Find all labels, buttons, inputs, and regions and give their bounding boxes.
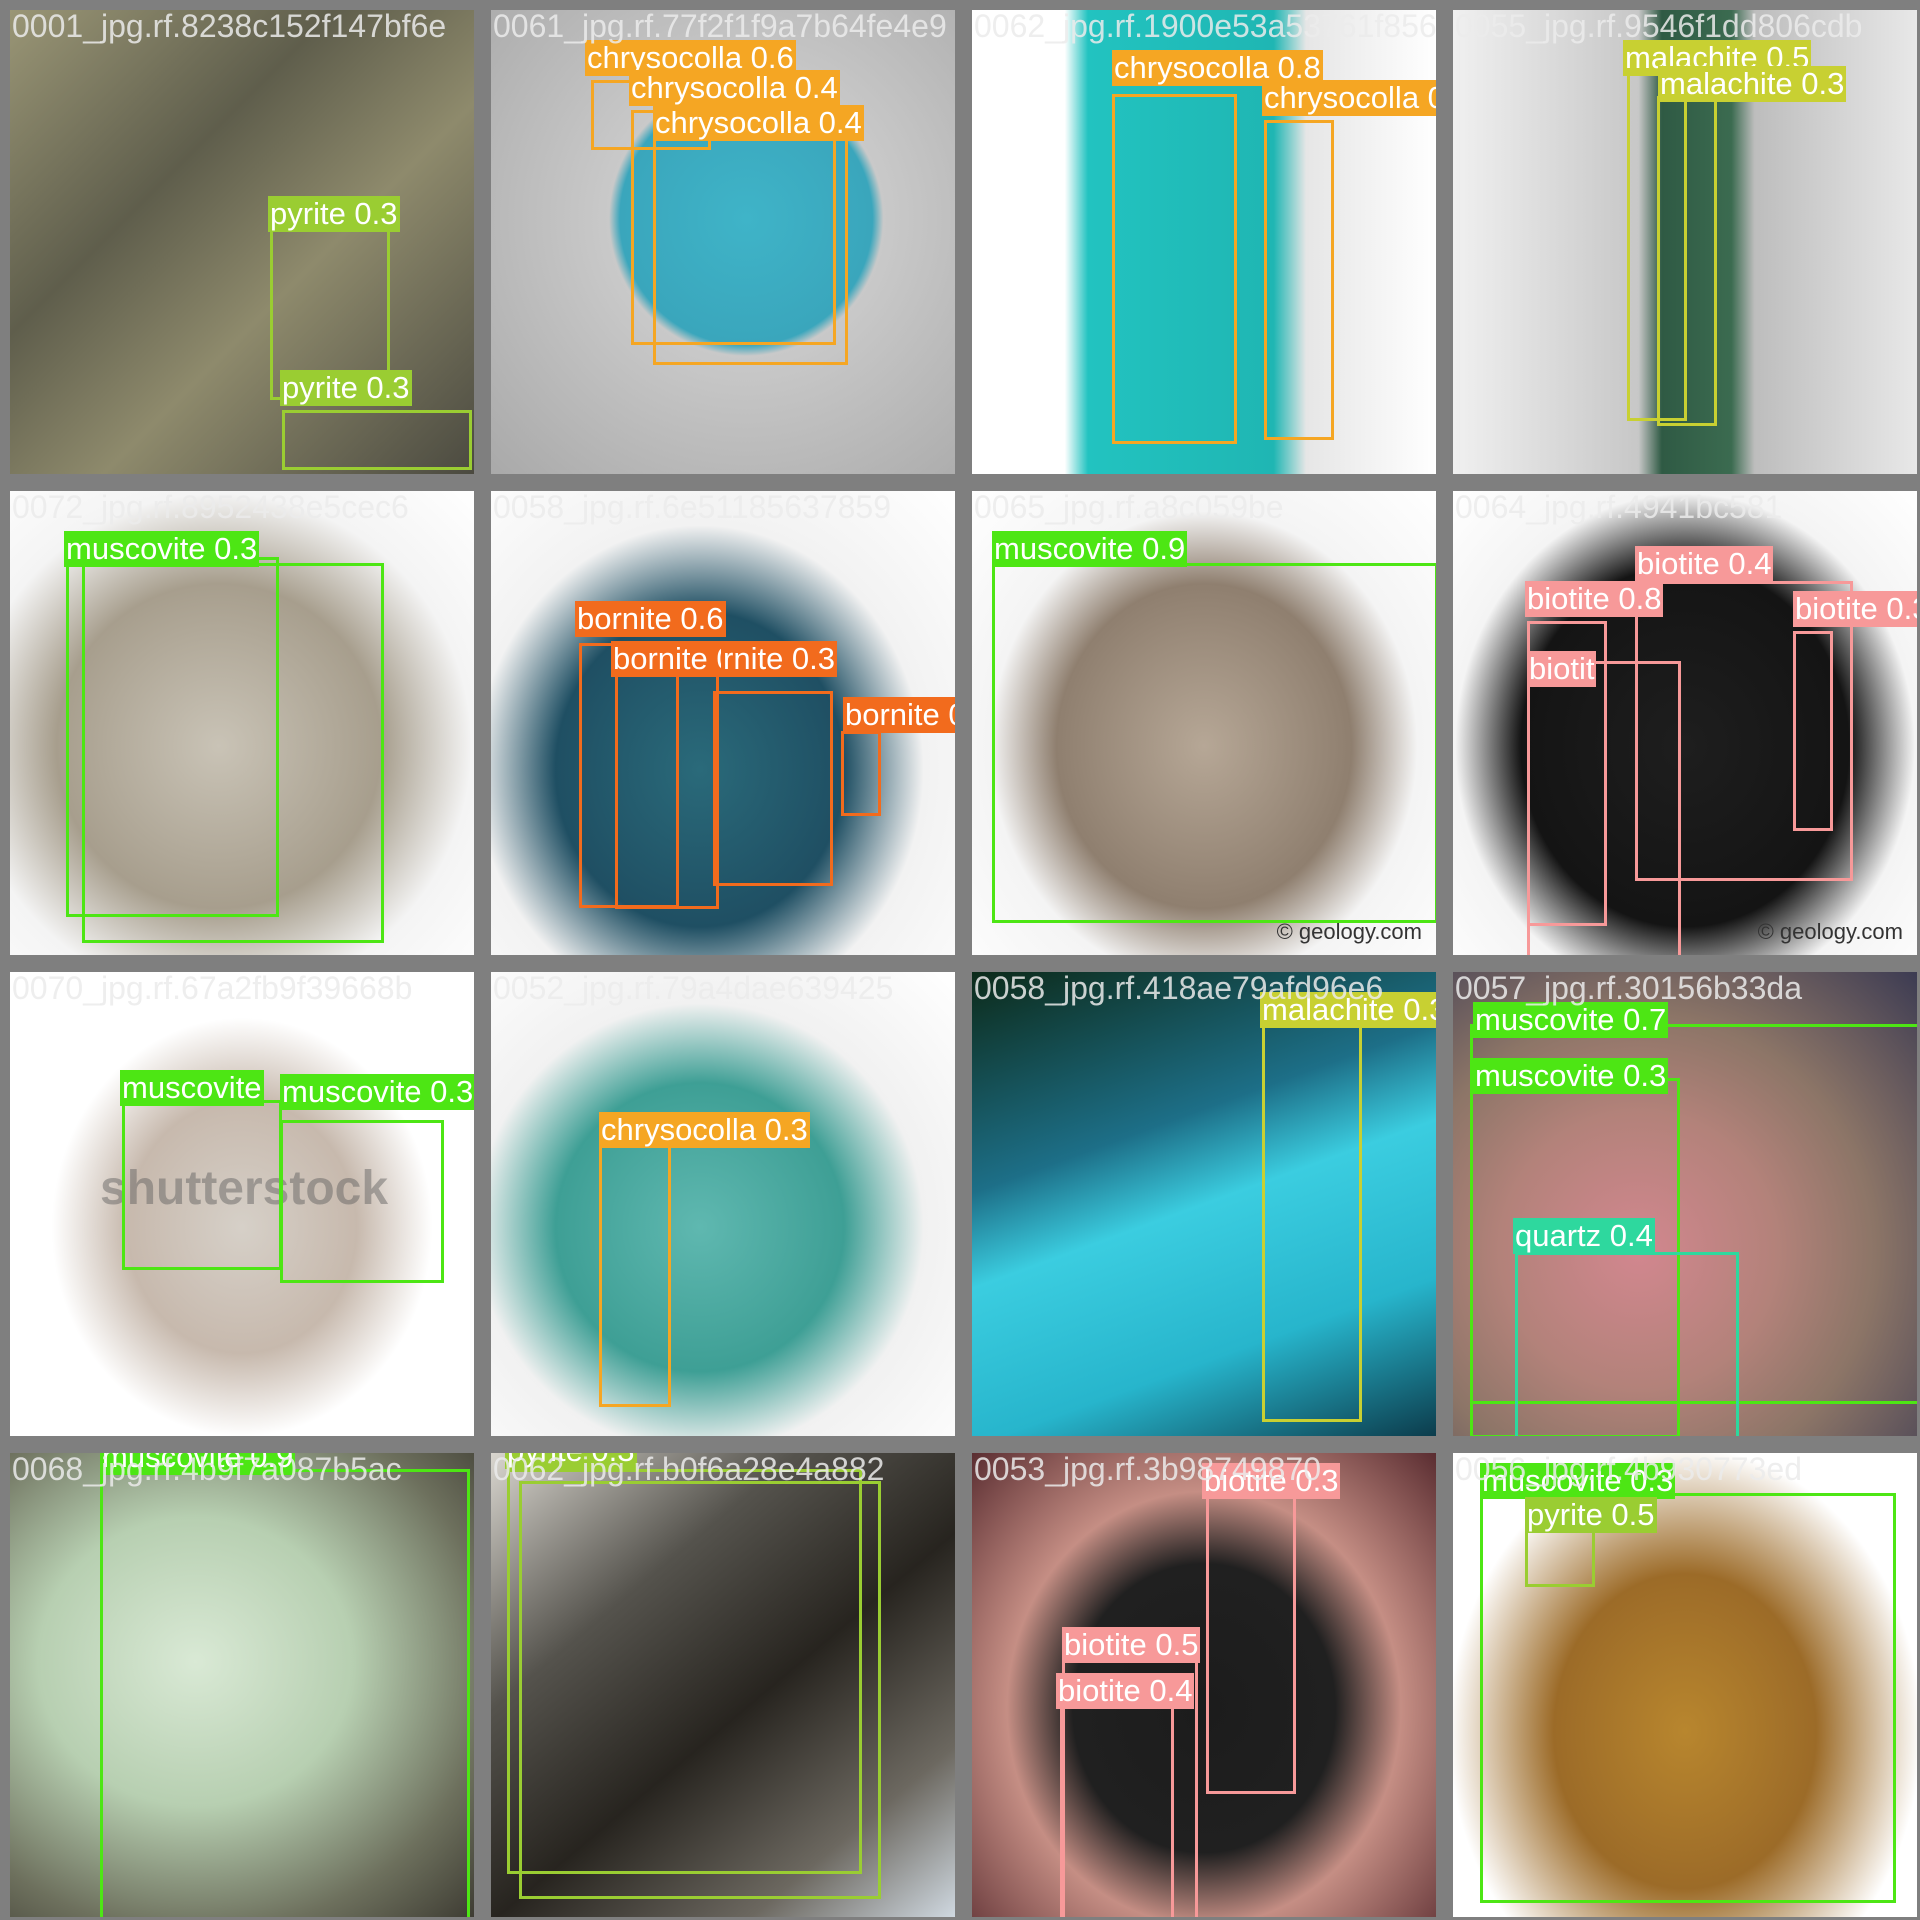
- detection-box-muscovite: [1480, 1493, 1896, 1903]
- detection-label: muscovite 0.9: [100, 1453, 296, 1475]
- detection-label: chrysocolla 0.4: [629, 70, 840, 106]
- detection-label: muscovite 0.3: [64, 531, 260, 567]
- detection-label: biotite 0.4: [1056, 1673, 1195, 1709]
- detection-label: biotite 0.4: [1635, 546, 1774, 582]
- detection-label: muscovite 0.7: [1473, 1002, 1669, 1038]
- detection-box-biotite: [1527, 661, 1681, 955]
- detection-box-muscovite: [280, 1120, 444, 1283]
- detection-label: biotite 0.3: [1202, 1463, 1341, 1499]
- mineral-photo: [491, 972, 955, 1436]
- detection-box-biotite: [1793, 631, 1833, 831]
- detection-label: pyrite 0.5: [1525, 1497, 1657, 1533]
- detection-label: muscovite 0.3: [1473, 1058, 1669, 1094]
- detection-box-malachite: [1657, 96, 1717, 426]
- detection-box-biotite: [1060, 1683, 1174, 1917]
- detection-label: biotite 0.3: [1793, 591, 1917, 627]
- image-tile[interactable]: pyrite 0.30062_jpg.rf.b0f6a28e4a882: [491, 1453, 955, 1917]
- detection-box-biotite: [1206, 1489, 1296, 1794]
- mineral-photo: [1453, 972, 1917, 1436]
- detection-label: muscovite 0.3: [280, 1074, 474, 1110]
- detection-label: bornite 0.6: [575, 601, 726, 637]
- image-tile[interactable]: bornite 0.6 bornite 0.3 rnite 0.3 bornite 0…: [491, 491, 955, 955]
- image-tile[interactable]: biotite 0.3 biotite 0.5 biotite 0.4 0053_jp…: [972, 1453, 1436, 1917]
- detection-label: pyrite 0.3: [280, 370, 412, 406]
- detection-label: biotite 0.8: [1525, 581, 1664, 617]
- detection-box-muscovite: [122, 1100, 282, 1270]
- mineral-photo: [972, 972, 1436, 1436]
- image-tile[interactable]: muscovite 0.7 muscovite 0.3 quartz 0.4 0057…: [1453, 972, 1917, 1436]
- detection-label: chrysocolla 0.8: [1112, 50, 1323, 86]
- detection-label: pyrite 0.3: [268, 196, 400, 232]
- detection-box-muscovite: [992, 563, 1436, 923]
- mineral-photo: [10, 972, 474, 1436]
- mineral-photo: [491, 1453, 955, 1917]
- mineral-photo: [10, 1453, 474, 1917]
- detection-box-pyrite: [282, 410, 472, 470]
- detection-box-chrysocolla: [653, 115, 848, 365]
- detection-label: muscovite: [120, 1070, 264, 1106]
- image-tile[interactable]: malachite 0.3 0058_jpg.rf.418ae79afd96e6: [972, 972, 1436, 1436]
- image-tile[interactable]: shutterstock muscovite muscovite 0.3 0070_j…: [10, 972, 474, 1436]
- watermark-caption: © geology.com: [1757, 919, 1903, 944]
- image-tile[interactable]: muscovite 0.3 0072_jpg.rf.8952438e5cec6: [10, 491, 474, 955]
- image-tile[interactable]: chrysocolla 0.6 chrysocolla 0.4 chrysocoll…: [491, 10, 955, 474]
- detection-box-muscovite: [82, 563, 384, 943]
- detection-box-pyrite: [507, 1469, 862, 1874]
- detection-label: malachite 0.3: [1658, 66, 1847, 102]
- detection-label: chrysocolla 0.4: [653, 105, 864, 141]
- mineral-photo: [972, 1453, 1436, 1917]
- detection-box-bornite: [713, 691, 833, 886]
- detection-label: rnite 0.3: [721, 641, 838, 677]
- detection-box-bornite: [841, 731, 881, 816]
- detection-label: muscovite 0.9: [992, 531, 1188, 567]
- detection-box-pyrite: [519, 1481, 881, 1899]
- detection-box-muscovite: [100, 1469, 470, 1917]
- watermark-caption: © geology.com: [1276, 919, 1422, 944]
- detection-box-chrysocolla: [1112, 94, 1237, 444]
- mineral-photo: [10, 491, 474, 955]
- detection-box-bornite: [615, 659, 719, 909]
- detection-label: pyrite 0.3: [505, 1453, 637, 1469]
- detection-label: quartz 0.4: [1513, 1218, 1655, 1254]
- image-tile[interactable]: muscovite 0.9 0068_jpg.rf.4b9f7a087b5ac: [10, 1453, 474, 1917]
- image-tile[interactable]: chrysocolla 0.3 0052_jpg.rf.79a4dae639425: [491, 972, 955, 1436]
- image-tile[interactable]: malachite 0.5 malachite 0.3 0055_jpg.rf.95…: [1453, 10, 1917, 474]
- image-tile[interactable]: pyrite 0.3 pyrite 0.3 0001_jpg.rf.8238c152…: [10, 10, 474, 474]
- detection-box-malachite: [1262, 1012, 1362, 1422]
- detection-label: bornite 0.3: [843, 697, 955, 733]
- detection-box-chrysocolla: [599, 1142, 671, 1407]
- image-tile[interactable]: © geology.com muscovite 0.9 0065_jpg.rf.a8…: [972, 491, 1436, 955]
- detection-box-biotite: [1635, 581, 1853, 881]
- image-tile[interactable]: © geology.com biotite 0.8 biotite 0.4 bioti…: [1453, 491, 1917, 955]
- detection-box-chrysocolla: [1264, 120, 1334, 440]
- detection-label: chrysocolla 0.3: [599, 1112, 810, 1148]
- detection-label: malachite 0.3: [1260, 992, 1436, 1028]
- detection-box-quartz: [1515, 1252, 1739, 1436]
- image-tile[interactable]: muscovite 0.3 pyrite 0.5 0056_jpg.rf.4b930…: [1453, 1453, 1917, 1917]
- watermark-caption: shutterstock: [100, 1162, 389, 1215]
- detection-label: biotite 0.5: [1062, 1627, 1201, 1663]
- detection-label: chrysocolla 0.33: [1262, 80, 1436, 116]
- detection-label: biotit: [1527, 651, 1597, 687]
- detection-label: muscovite 0.3: [1480, 1463, 1676, 1499]
- mineral-photo: [972, 491, 1436, 955]
- detection-box-pyrite: [1525, 1527, 1595, 1587]
